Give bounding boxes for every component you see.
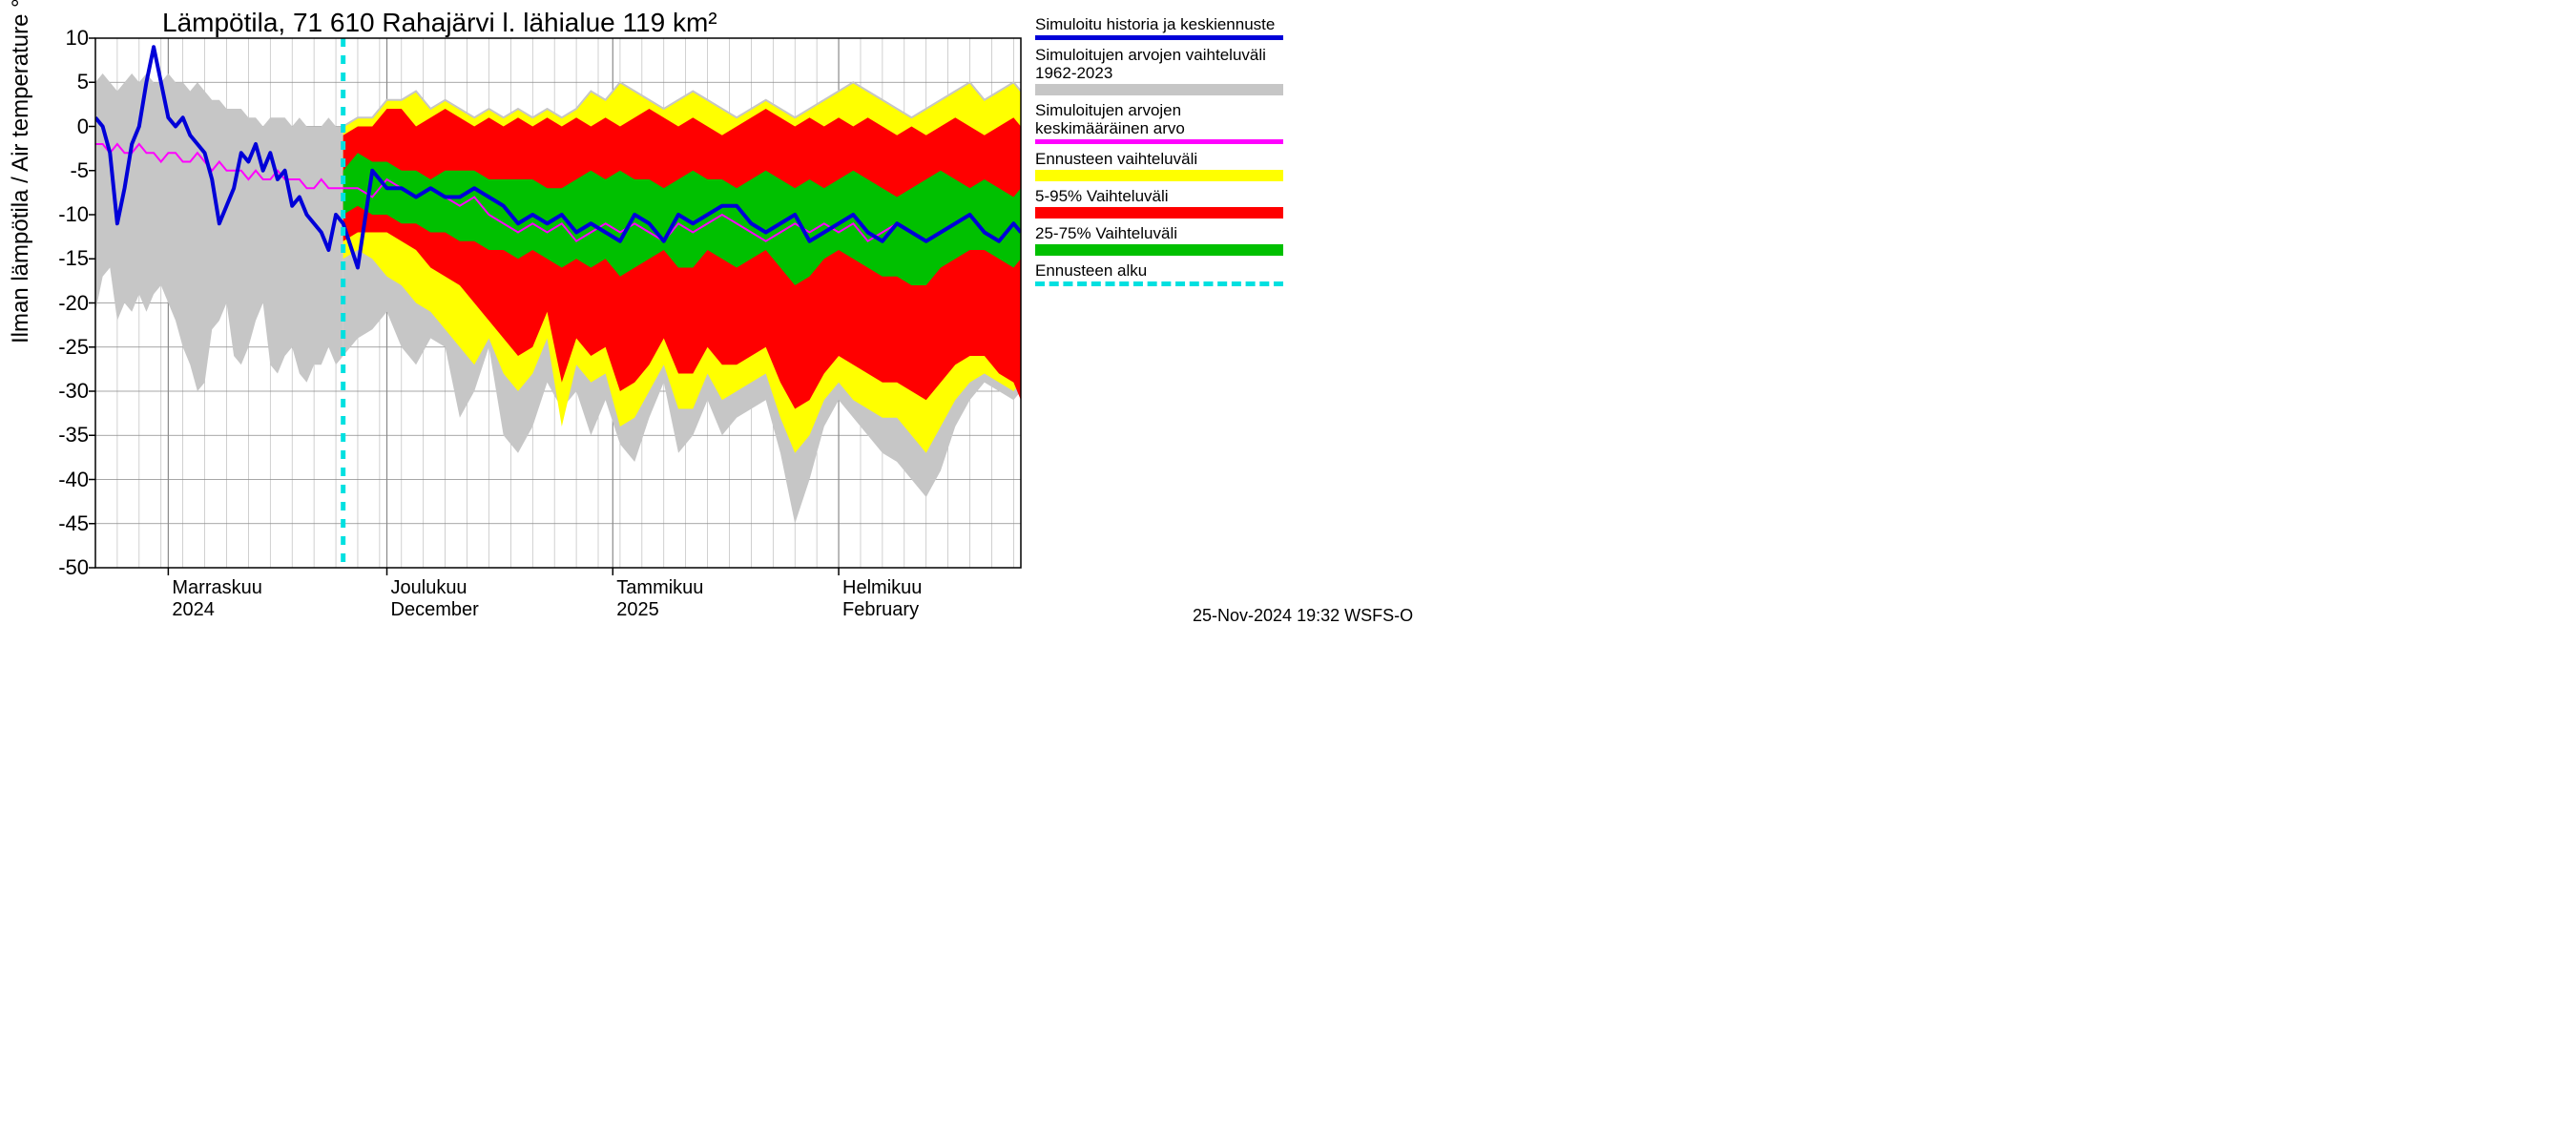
x-tick-label: Marraskuu2024 [172, 577, 261, 621]
y-tick-label: -10 [12, 202, 89, 227]
y-tick-label: -35 [12, 423, 89, 448]
legend-label: Simuloitu historia ja keskiennuste [1035, 15, 1283, 33]
legend-swatch [1035, 281, 1283, 286]
legend-label: 5-95% Vaihteluväli [1035, 187, 1283, 205]
legend-entry: 5-95% Vaihteluväli [1035, 187, 1283, 219]
legend-entry: 25-75% Vaihteluväli [1035, 224, 1283, 256]
y-tick-label: -20 [12, 291, 89, 316]
legend-swatch [1035, 207, 1283, 219]
legend-label: Ennusteen alku [1035, 261, 1283, 280]
y-tick-label: -45 [12, 511, 89, 536]
legend-label: 25-75% Vaihteluväli [1035, 224, 1283, 242]
x-tick-label: Tammikuu2025 [616, 577, 703, 621]
legend-swatch [1035, 35, 1283, 40]
legend-entry: Simuloitujen arvojen vaihteluväli 1962-2… [1035, 46, 1283, 95]
legend-label: Simuloitujen arvojen vaihteluväli 1962-2… [1035, 46, 1283, 82]
legend-entry: Simuloitujen arvojen keskimääräinen arvo [1035, 101, 1283, 144]
y-tick-label: 10 [12, 26, 89, 51]
legend-swatch [1035, 139, 1283, 144]
legend-label: Simuloitujen arvojen keskimääräinen arvo [1035, 101, 1283, 137]
chart-container: Lämpötila, 71 610 Rahajärvi l. lähialue … [0, 0, 1431, 649]
legend-label: Ennusteen vaihteluväli [1035, 150, 1283, 168]
y-tick-label: 0 [12, 114, 89, 139]
legend-swatch [1035, 170, 1283, 181]
y-tick-label: -5 [12, 158, 89, 183]
timestamp-footer: 25-Nov-2024 19:32 WSFS-O [1193, 606, 1413, 626]
y-tick-label: -25 [12, 335, 89, 360]
y-tick-label: -40 [12, 468, 89, 492]
y-tick-label: -50 [12, 555, 89, 580]
x-tick-label: HelmikuuFebruary [842, 577, 922, 621]
legend-entry: Ennusteen vaihteluväli [1035, 150, 1283, 181]
y-tick-label: -15 [12, 246, 89, 271]
y-tick-label: 5 [12, 70, 89, 94]
legend: Simuloitu historia ja keskiennuste Simulo… [1035, 15, 1283, 292]
legend-swatch [1035, 84, 1283, 95]
legend-entry: Ennusteen alku [1035, 261, 1283, 286]
legend-entry: Simuloitu historia ja keskiennuste [1035, 15, 1283, 40]
legend-swatch [1035, 244, 1283, 256]
y-tick-label: -30 [12, 379, 89, 404]
x-tick-label: JoulukuuDecember [391, 577, 479, 621]
